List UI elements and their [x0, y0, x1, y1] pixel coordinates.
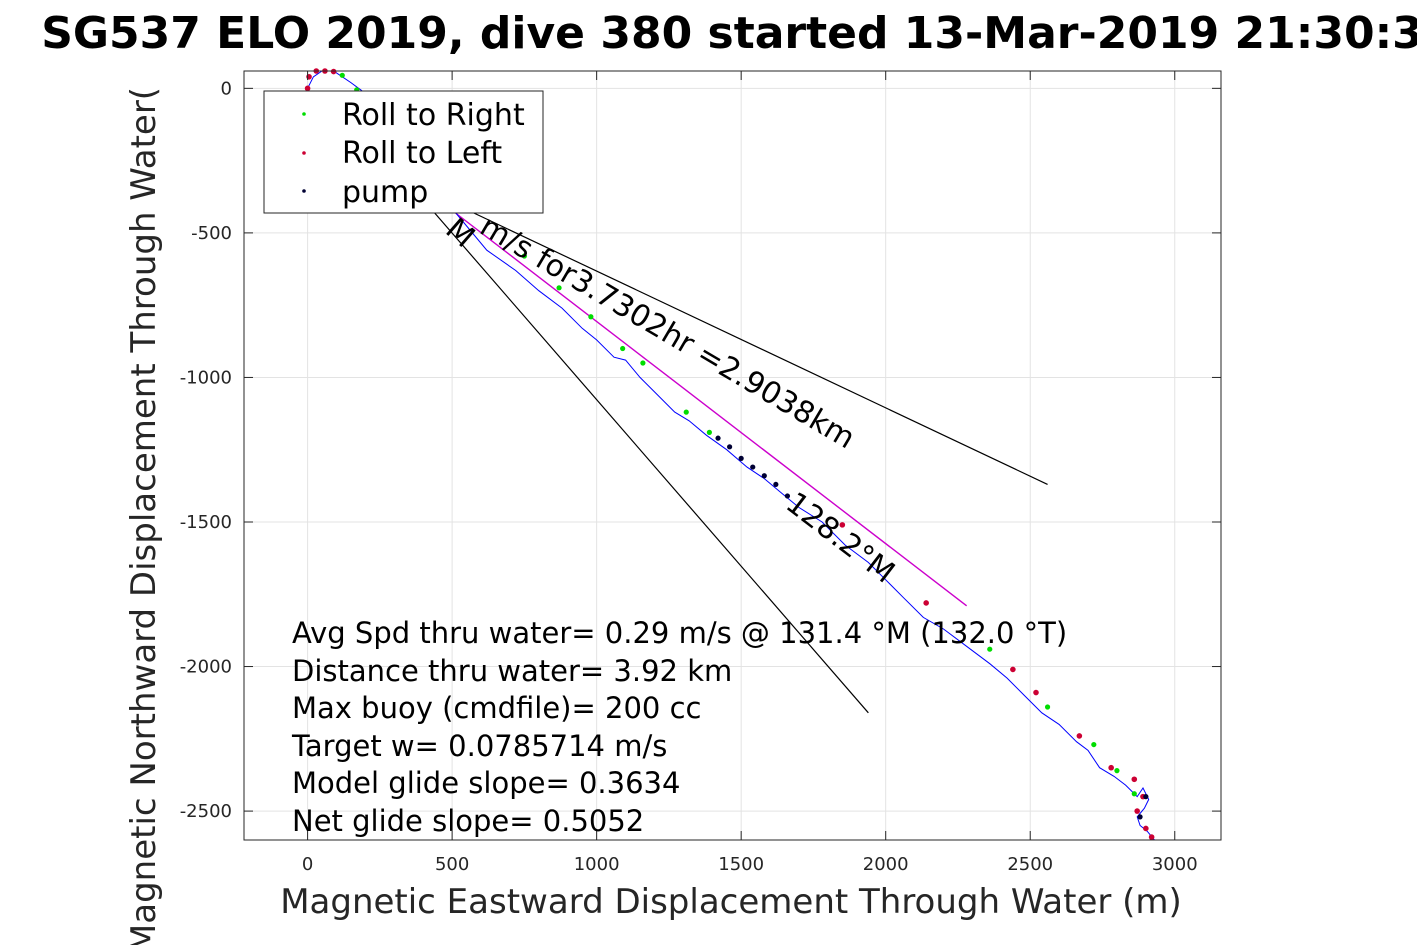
x-tick-label: 2500 — [1007, 854, 1053, 875]
y-tick-label: -500 — [191, 223, 232, 244]
x-tick-label: 2000 — [863, 854, 909, 875]
pump-point — [715, 435, 721, 441]
axis-ticks: 0 500 1000 1500 2000 2500 3000 0 -500 -1000 -1500 -… — [180, 71, 1221, 875]
pump-point — [784, 493, 791, 499]
legend-marker-pump — [302, 189, 306, 193]
y-tick-label: -1000 — [180, 367, 232, 388]
roll-left-point — [1033, 689, 1039, 696]
roll-left-point — [1148, 834, 1155, 840]
legend-label-roll-left: Roll to Left — [342, 136, 502, 171]
legend-marker-roll-left — [302, 151, 306, 155]
roll-left-point — [1076, 733, 1083, 739]
stat-line-net-glide: Net glide slope= 0.5052 — [292, 804, 644, 838]
roll-right-point — [1091, 741, 1097, 748]
roll-left-point — [306, 73, 312, 80]
x-tick-label: 1500 — [718, 854, 764, 875]
stat-line-max-buoy: Max buoy (cmdfile)= 200 cc — [292, 691, 701, 725]
pump-point — [773, 481, 779, 488]
roll-right-point — [640, 360, 646, 366]
stats-block: Avg Spd thru water= 0.29 m/s @ 131.4 °M … — [291, 616, 1067, 838]
roll-right-point — [706, 429, 712, 435]
x-tick-label: 500 — [435, 854, 469, 875]
roll-left-point — [923, 600, 929, 606]
x-tick-label: 1000 — [574, 854, 620, 875]
y-tick-label: -1500 — [180, 512, 232, 533]
roll-right-point — [683, 409, 689, 415]
pump-point — [727, 444, 733, 450]
stat-line-avg-speed: Avg Spd thru water= 0.29 m/s @ 131.4 °M … — [292, 616, 1067, 650]
roll-left-point — [304, 85, 311, 92]
stat-line-distance: Distance thru water= 3.92 km — [292, 654, 732, 688]
stat-line-model-glide: Model glide slope= 0.3634 — [292, 766, 680, 800]
roll-right-point — [556, 285, 562, 291]
roll-right-point — [620, 345, 626, 352]
legend-label-pump: pump — [342, 175, 428, 210]
x-axis-label: Magnetic Eastward Displacement Through W… — [280, 882, 1182, 922]
pump-point — [750, 464, 756, 470]
legend: Roll to Right Roll to Left pump — [263, 90, 544, 214]
axes-box — [243, 70, 1222, 841]
pump-point — [738, 455, 744, 461]
roll-right-point — [588, 314, 594, 320]
x-tick-label: 3000 — [1152, 854, 1198, 875]
y-axis-label: Magnetic Northward Displacement Through … — [124, 87, 164, 945]
grid — [244, 71, 1221, 840]
roll-right-point — [521, 253, 527, 259]
cone-lower-line — [431, 209, 869, 714]
roll-left-point — [1131, 776, 1138, 783]
roll-left-point — [1143, 825, 1149, 832]
chart-title: SG537 ELO 2019, dive 380 started 13-Mar-… — [41, 8, 1417, 59]
roll-right-point — [987, 646, 993, 652]
y-tick-label: -2500 — [180, 801, 232, 822]
pump-point — [761, 473, 767, 479]
cone-upper-line — [405, 180, 1048, 485]
roll-right-point — [1131, 791, 1137, 797]
legend-label-roll-right: Roll to Right — [342, 98, 525, 133]
roll-left-point — [839, 522, 846, 528]
y-tick-label: -2000 — [180, 657, 232, 678]
course-line — [417, 183, 968, 607]
x-tick-label: 0 — [302, 854, 313, 875]
roll-left-point — [1134, 808, 1140, 814]
roll-right-point — [1114, 768, 1120, 774]
pump-point — [1143, 794, 1149, 800]
roll-left-point — [1010, 666, 1016, 673]
legend-box — [263, 90, 544, 214]
legend-marker-roll-right — [302, 112, 306, 116]
pump-point — [1137, 814, 1143, 820]
y-tick-label: 0 — [221, 78, 232, 99]
roll-right-point — [339, 72, 345, 78]
roll-left-point — [330, 68, 337, 75]
roll-left-point — [1108, 764, 1114, 771]
roll-right-point — [1044, 704, 1051, 710]
cone-lines — [405, 180, 1048, 714]
stat-line-target-w: Target w= 0.0785714 m/s — [291, 729, 667, 763]
